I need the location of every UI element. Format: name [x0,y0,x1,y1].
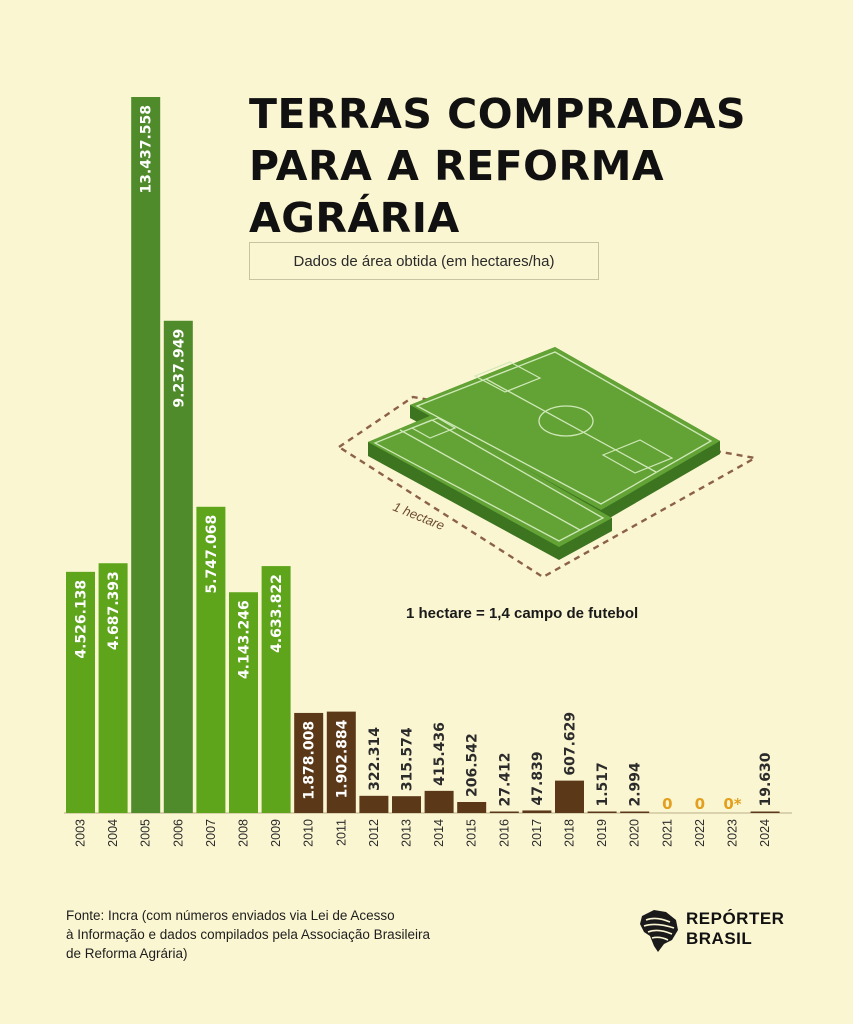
bar-2018 [555,780,584,813]
bar-label-2007: 5.747.068 [204,515,220,594]
bar-2005 [131,97,161,813]
bar-label-2004: 4.687.393 [106,571,122,650]
x-tick-2020: 2020 [628,819,642,847]
bar-2015 [457,801,487,813]
bar-label-2018: 607.629 [563,712,579,776]
x-tick-2023: 2023 [726,819,740,847]
x-tick-labels: 2003 2004 2005 2006 2007 2008 2009 2010 2011 2012… [74,819,773,847]
source-note: Fonte: Incra (com números enviados via L… [66,906,486,963]
football-field-front [368,415,612,560]
bar-2020 [620,811,650,813]
x-tick-2019: 2019 [595,819,609,847]
bar-label-2009: 4.633.822 [269,574,285,653]
x-tick-2006: 2006 [171,819,185,847]
x-tick-2017: 2017 [530,819,544,847]
bar-2013 [392,796,421,813]
bar-label-2023: 0* [723,795,741,813]
x-tick-2015: 2015 [465,819,479,847]
bar-label-2022: 0 [695,795,705,813]
bar-label-2020: 2.994 [628,762,644,807]
bar-label-2024: 19.630 [758,752,774,806]
hectare-equivalence-note: 1 hectare = 1,4 campo de futebol [406,605,639,622]
football-field-back [410,347,720,523]
logo-text: REPÓRTER BRASIL [686,909,784,949]
chart-subtitle: Dados de área obtida (em hectares/ha) [293,252,555,270]
title-line-3: AGRÁRIA [249,194,460,242]
bar-2011 [326,711,356,813]
bars-group [66,97,780,813]
bar-2008 [229,592,258,813]
bar-label-2010: 1.878.008 [302,721,318,800]
bar-labels-group: 4.526.138 4.687.393 13.437.558 9.237.949 5.7… [74,105,775,813]
bar-label-2014: 415.436 [432,722,448,786]
source-line-3: de Reforma Agrária) [66,946,188,961]
x-tick-2005: 2005 [139,819,153,847]
bar-2012 [359,795,389,813]
bar-label-2013: 315.574 [400,727,416,791]
bar-2006 [163,320,193,813]
bar-2004 [98,563,128,813]
bar-2010 [294,712,324,813]
bar-2014 [424,790,454,813]
bar-2024 [750,811,780,813]
bar-2009 [261,566,291,813]
bar-2019 [587,811,617,813]
bar-label-2016: 27.412 [497,752,513,806]
x-tick-2012: 2012 [367,819,381,847]
x-tick-2010: 2010 [302,819,316,847]
x-tick-2009: 2009 [269,819,283,847]
subtitle-box: Dados de área obtida (em hectares/ha) [249,242,599,280]
bar-2017 [522,810,552,813]
bar-2003 [66,571,95,813]
bar-label-2006: 9.237.949 [171,329,187,408]
football-field-illustration: 1 hectare [336,347,759,579]
bar-label-2008: 4.143.246 [237,600,253,679]
reporter-brasil-logo: REPÓRTER BRASIL [636,906,806,956]
logo-line-1: REPÓRTER [686,909,785,928]
bar-label-2021: 0 [662,795,672,813]
x-tick-2004: 2004 [106,819,120,847]
source-line-1: Fonte: Incra (com números enviados via L… [66,908,395,923]
brazil-map-icon [640,910,678,952]
hectare-dashed-outline [336,395,759,579]
x-tick-2007: 2007 [204,819,218,847]
title-line-2: PARA A REFORMA [249,142,665,190]
x-tick-2011: 2011 [334,819,348,846]
x-tick-2013: 2013 [400,819,414,847]
bar-2016 [489,811,519,813]
bar-label-2017: 47.839 [530,751,546,805]
x-tick-2024: 2024 [758,819,772,847]
bar-label-2019: 1.517 [595,762,611,806]
chart-title: TERRAS COMPRADAS PARA A REFORMA AGRÁRIA [249,88,809,244]
x-tick-2008: 2008 [237,819,251,847]
x-tick-2021: 2021 [660,819,674,847]
x-tick-2016: 2016 [497,819,511,847]
source-line-2: à Informação e dados compilados pela Ass… [66,927,430,942]
logo-line-2: BRASIL [686,929,753,948]
x-tick-2014: 2014 [432,819,446,847]
bar-2007 [196,506,226,813]
x-tick-2022: 2022 [693,819,707,847]
bar-label-2015: 206.542 [465,733,481,797]
bar-label-2012: 322.314 [367,727,383,791]
x-tick-2003: 2003 [74,819,88,847]
title-line-1: TERRAS COMPRADAS [249,90,747,138]
bar-label-2003: 4.526.138 [74,580,90,659]
bar-label-2011: 1.902.884 [334,719,350,798]
x-tick-2018: 2018 [563,819,577,847]
hectare-label: 1 hectare [391,499,447,533]
bar-label-2005: 13.437.558 [139,105,155,194]
